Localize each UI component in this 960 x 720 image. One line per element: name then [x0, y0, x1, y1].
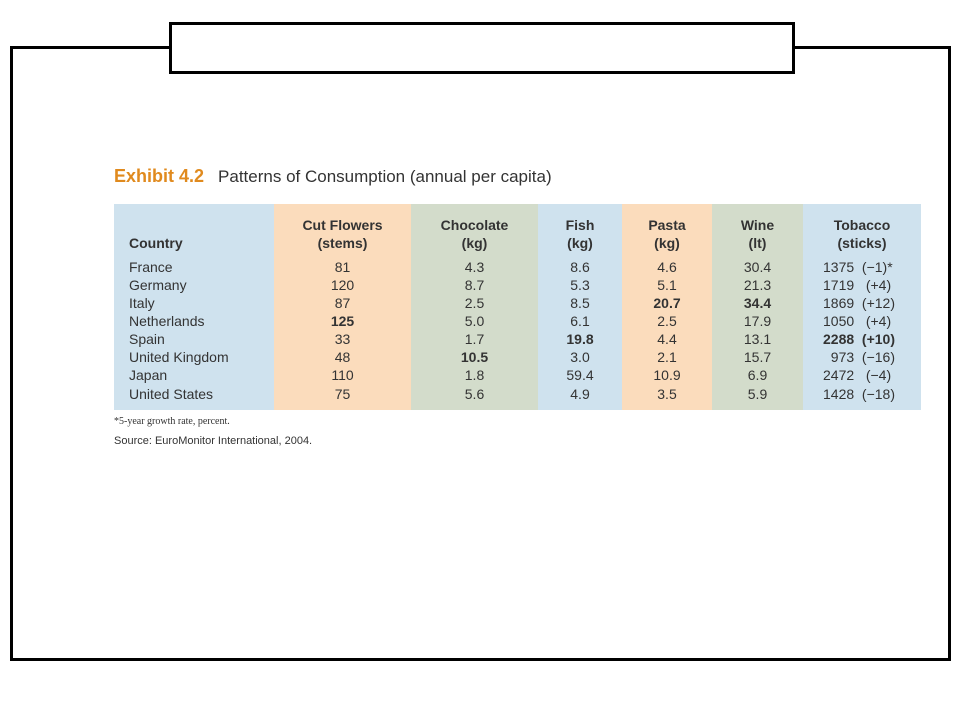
cell-chocolate: 5.6 — [411, 384, 538, 410]
cell-pasta: 10.9 — [622, 366, 712, 384]
exhibit-heading: Exhibit 4.2 Patterns of Consumption (annu… — [114, 166, 552, 187]
cell-country: Japan — [114, 366, 274, 384]
cell-country: Spain — [114, 330, 274, 348]
cell-cut-flowers: 75 — [274, 384, 411, 410]
table-row: Netherlands 125 5.0 6.1 2.5 17.9 1050 (+… — [114, 312, 921, 330]
cell-fish: 5.3 — [538, 276, 622, 294]
cell-tobacco: 1050 (+4) — [803, 312, 921, 330]
cell-pasta: 5.1 — [622, 276, 712, 294]
cell-tobacco: 1375 (−1)* — [803, 258, 921, 276]
cell-country: United Kingdom — [114, 348, 274, 366]
cell-fish: 4.9 — [538, 384, 622, 410]
cell-country: Italy — [114, 294, 274, 312]
slide-title-placeholder — [169, 22, 795, 74]
header-fish: Fish (kg) — [538, 204, 622, 258]
cell-chocolate: 2.5 — [411, 294, 538, 312]
header-cut-flowers: Cut Flowers (stems) — [274, 204, 411, 258]
table-row: Germany 120 8.7 5.3 5.1 21.3 1719 (+4) — [114, 276, 921, 294]
cell-cut-flowers: 48 — [274, 348, 411, 366]
header-chocolate: Chocolate (kg) — [411, 204, 538, 258]
cell-wine: 6.9 — [712, 366, 803, 384]
cell-tobacco: 1719 (+4) — [803, 276, 921, 294]
cell-pasta: 3.5 — [622, 384, 712, 410]
table-row: United Kingdom 48 10.5 3.0 2.1 15.7 973 … — [114, 348, 921, 366]
cell-cut-flowers: 81 — [274, 258, 411, 276]
cell-tobacco: 1869 (+12) — [803, 294, 921, 312]
table-row: Japan 110 1.8 59.4 10.9 6.9 2472 (−4) — [114, 366, 921, 384]
table-row: France 81 4.3 8.6 4.6 30.4 1375 (−1)* — [114, 258, 921, 276]
table-row: Italy 87 2.5 8.5 20.7 34.4 1869 (+12) — [114, 294, 921, 312]
table-header-row: Country Cut Flowers (stems) Chocolate (kg)… — [114, 204, 921, 258]
cell-fish: 3.0 — [538, 348, 622, 366]
cell-cut-flowers: 33 — [274, 330, 411, 348]
cell-wine: 21.3 — [712, 276, 803, 294]
header-wine: Wine (lt) — [712, 204, 803, 258]
cell-chocolate: 1.8 — [411, 366, 538, 384]
cell-country: France — [114, 258, 274, 276]
cell-fish: 6.1 — [538, 312, 622, 330]
exhibit-number: Exhibit 4.2 — [114, 166, 205, 186]
header-tobacco: Tobacco (sticks) — [803, 204, 921, 258]
table-row: United States 75 5.6 4.9 3.5 5.9 1428 (−… — [114, 384, 921, 410]
cell-chocolate: 1.7 — [411, 330, 538, 348]
cell-country: Germany — [114, 276, 274, 294]
cell-cut-flowers: 110 — [274, 366, 411, 384]
cell-fish: 8.6 — [538, 258, 622, 276]
cell-pasta: 2.1 — [622, 348, 712, 366]
cell-wine: 17.9 — [712, 312, 803, 330]
cell-fish: 8.5 — [538, 294, 622, 312]
cell-chocolate: 8.7 — [411, 276, 538, 294]
cell-cut-flowers: 120 — [274, 276, 411, 294]
cell-wine: 5.9 — [712, 384, 803, 410]
cell-country: United States — [114, 384, 274, 410]
cell-pasta: 20.7 — [622, 294, 712, 312]
cell-chocolate: 5.0 — [411, 312, 538, 330]
cell-tobacco: 973 (−16) — [803, 348, 921, 366]
footnote: *5-year growth rate, percent. — [114, 416, 230, 427]
cell-wine: 30.4 — [712, 258, 803, 276]
table-row: Spain 33 1.7 19.8 4.4 13.1 2288 (+10) — [114, 330, 921, 348]
cell-cut-flowers: 87 — [274, 294, 411, 312]
cell-country: Netherlands — [114, 312, 274, 330]
cell-wine: 13.1 — [712, 330, 803, 348]
cell-chocolate: 4.3 — [411, 258, 538, 276]
cell-pasta: 4.6 — [622, 258, 712, 276]
cell-pasta: 4.4 — [622, 330, 712, 348]
cell-wine: 15.7 — [712, 348, 803, 366]
consumption-table: Country Cut Flowers (stems) Chocolate (kg)… — [114, 204, 921, 410]
cell-pasta: 2.5 — [622, 312, 712, 330]
cell-fish: 59.4 — [538, 366, 622, 384]
header-country: Country — [114, 204, 274, 258]
cell-fish: 19.8 — [538, 330, 622, 348]
cell-wine: 34.4 — [712, 294, 803, 312]
cell-chocolate: 10.5 — [411, 348, 538, 366]
cell-tobacco: 1428 (−18) — [803, 384, 921, 410]
header-pasta: Pasta (kg) — [622, 204, 712, 258]
source-note: Source: EuroMonitor International, 2004. — [114, 435, 313, 447]
cell-tobacco: 2288 (+10) — [803, 330, 921, 348]
cell-cut-flowers: 125 — [274, 312, 411, 330]
exhibit-title: Patterns of Consumption (annual per capi… — [218, 167, 552, 186]
cell-tobacco: 2472 (−4) — [803, 366, 921, 384]
